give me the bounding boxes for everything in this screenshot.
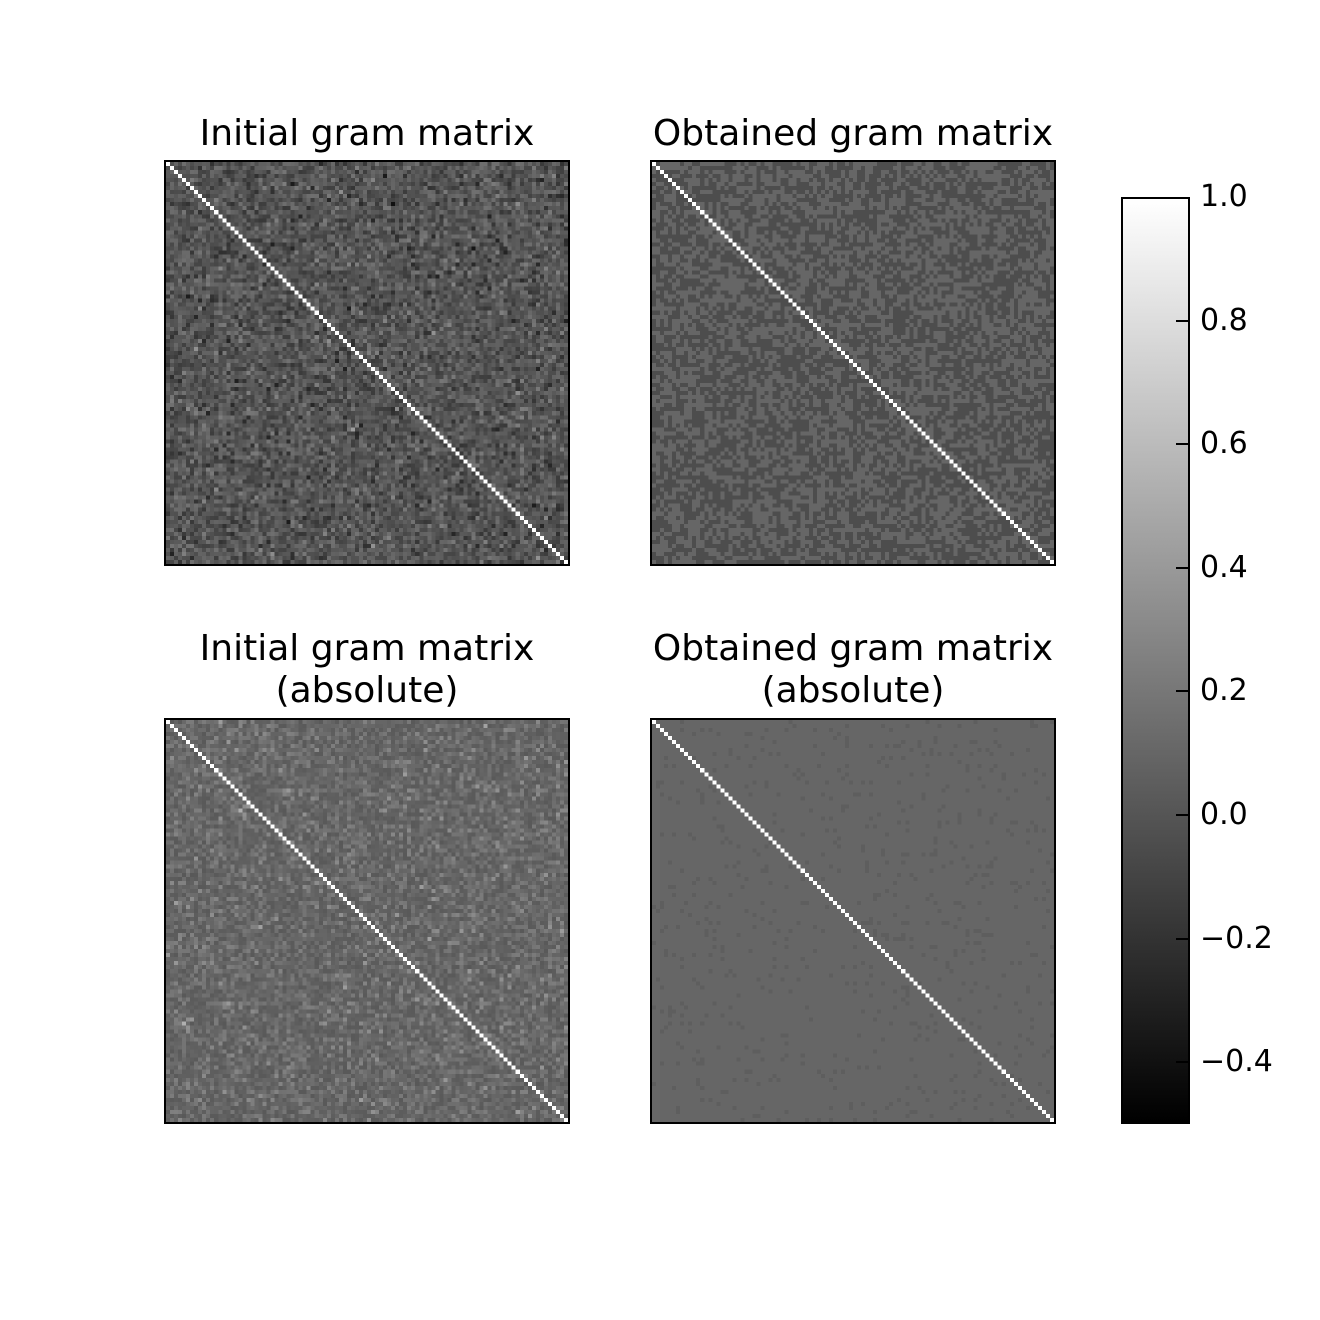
title-line: Obtained gram matrix bbox=[652, 628, 1054, 669]
colorbar-tick-label: 0.2 bbox=[1200, 673, 1248, 709]
colorbar-tick-label: 0.0 bbox=[1200, 797, 1248, 832]
colorbar-tick bbox=[1176, 937, 1188, 940]
heatmap-canvas-initial bbox=[166, 162, 568, 564]
title-line: Obtained gram matrix bbox=[652, 113, 1054, 154]
heatmap-initial-absolute bbox=[164, 718, 570, 1124]
title-line: Initial gram matrix bbox=[199, 628, 535, 669]
subtitle-line: (absolute) bbox=[761, 670, 945, 711]
colorbar bbox=[1121, 197, 1190, 1124]
colorbar-tick-label: 0.4 bbox=[1200, 549, 1248, 585]
panel-title-obtained: Obtained gram matrix bbox=[603, 113, 1103, 155]
colorbar-tick-label: 1.0 bbox=[1200, 179, 1248, 214]
colorbar-tick bbox=[1176, 690, 1188, 693]
heatmap-canvas-initial-absolute bbox=[166, 720, 568, 1122]
heatmap-obtained bbox=[650, 160, 1056, 566]
colorbar-tick bbox=[1176, 566, 1188, 569]
panel-title-obtained-absolute: Obtained gram matrix (absolute) bbox=[603, 628, 1103, 712]
panel-title-initial-absolute: Initial gram matrix (absolute) bbox=[117, 628, 617, 712]
colorbar-tick-label: −0.2 bbox=[1200, 920, 1273, 956]
colorbar-tick bbox=[1176, 814, 1188, 816]
subtitle-line: (absolute) bbox=[275, 670, 459, 711]
colorbar-tick-label: 0.6 bbox=[1200, 426, 1248, 462]
colorbar-tick bbox=[1176, 443, 1188, 446]
colorbar-tick-label: −0.4 bbox=[1200, 1044, 1273, 1080]
colorbar-tick-label: 0.8 bbox=[1200, 302, 1248, 338]
colorbar-tick bbox=[1176, 1061, 1188, 1064]
colorbar-tick bbox=[1176, 319, 1188, 322]
heatmap-obtained-absolute bbox=[650, 718, 1056, 1124]
title-line: Initial gram matrix bbox=[199, 113, 535, 154]
heatmap-initial bbox=[164, 160, 570, 566]
panel-title-initial: Initial gram matrix bbox=[117, 113, 617, 155]
heatmap-canvas-obtained-absolute bbox=[652, 720, 1054, 1122]
heatmap-canvas-obtained bbox=[652, 162, 1054, 564]
